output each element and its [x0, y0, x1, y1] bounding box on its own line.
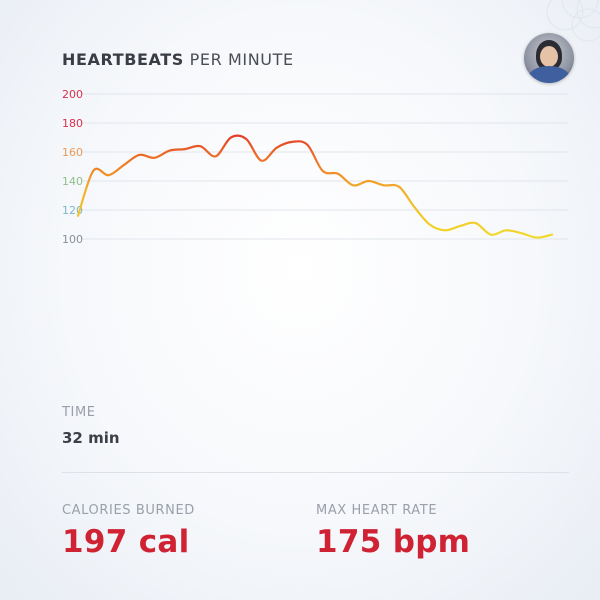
time-value: 32 min	[62, 429, 120, 447]
divider	[62, 472, 569, 473]
title-bold: HEARTBEATS	[62, 50, 184, 69]
y-tick-label: 140	[62, 175, 83, 188]
decorative-pattern	[546, 0, 600, 42]
title-rest: PER MINUTE	[183, 50, 294, 69]
time-label: TIME	[62, 405, 96, 420]
avatar[interactable]	[524, 33, 574, 83]
max-heart-rate-value: 175 bpm	[316, 524, 471, 560]
y-tick-label: 200	[62, 88, 83, 101]
heart-rate-series-line	[76, 134, 554, 239]
y-tick-label: 180	[62, 117, 83, 130]
calories-label: CALORIES BURNED	[62, 503, 195, 518]
page-title: HEARTBEATS PER MINUTE	[62, 50, 294, 69]
max-heart-rate-label: MAX HEART RATE	[316, 503, 438, 518]
y-tick-label: 160	[62, 146, 83, 159]
y-tick-label: 100	[62, 233, 83, 246]
calories-value: 197 cal	[62, 524, 190, 560]
